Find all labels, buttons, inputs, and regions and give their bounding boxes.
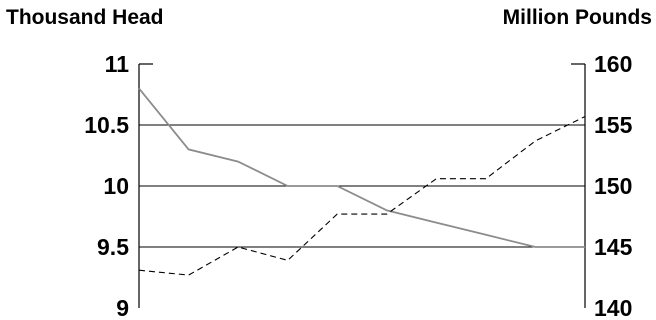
series-line-left-axis <box>138 87 585 248</box>
series-line-right-axis <box>138 116 586 276</box>
right-tick-label: 155 <box>594 112 633 138</box>
right-tick-label: 140 <box>594 295 632 320</box>
right-tick-label: 150 <box>594 173 632 199</box>
right-tick-label: 160 <box>594 51 632 77</box>
right-tick-label: 145 <box>594 234 633 260</box>
left-tick-label: 10 <box>103 173 129 199</box>
left-tick-label: 9 <box>116 295 129 320</box>
left-tick-label: 10.5 <box>84 112 129 138</box>
left-tick-label: 9.5 <box>97 234 129 260</box>
left-tick-label: 11 <box>105 51 130 77</box>
left-axis-title: Thousand Head <box>6 6 164 29</box>
right-axis-title: Million Pounds <box>502 6 652 29</box>
